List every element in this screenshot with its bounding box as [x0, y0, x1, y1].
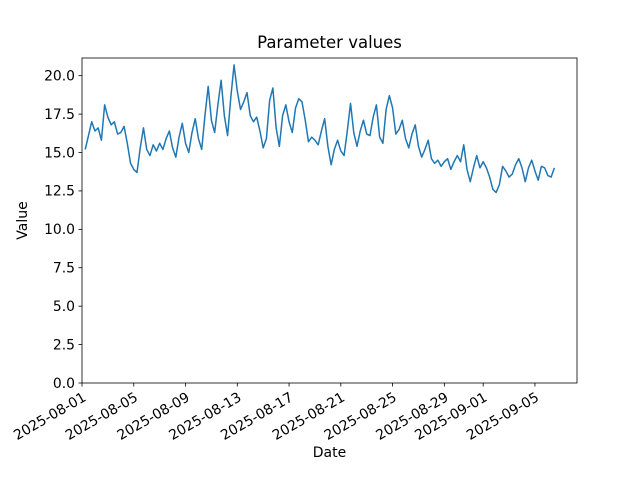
- y-tick-label: 2.5: [53, 337, 75, 353]
- y-tick-label: 7.5: [53, 261, 75, 277]
- y-tick-label: 10.0: [44, 222, 75, 238]
- y-tick-label: 20.0: [44, 68, 75, 84]
- y-tick-label: 15.0: [44, 145, 75, 161]
- plot-area: 0.02.55.07.510.012.515.017.520.02025-08-…: [11, 57, 578, 444]
- axes-spines: [81, 57, 578, 384]
- y-tick-label: 0.0: [53, 376, 75, 392]
- y-axis-label: Value: [15, 201, 31, 239]
- y-tick-label: 5.0: [53, 299, 75, 315]
- chart-title: Parameter values: [257, 33, 402, 52]
- data-line: [84, 64, 556, 194]
- y-tick-label: 17.5: [44, 107, 75, 123]
- y-tick-label: 12.5: [44, 184, 75, 200]
- x-axis-label: Date: [313, 445, 346, 461]
